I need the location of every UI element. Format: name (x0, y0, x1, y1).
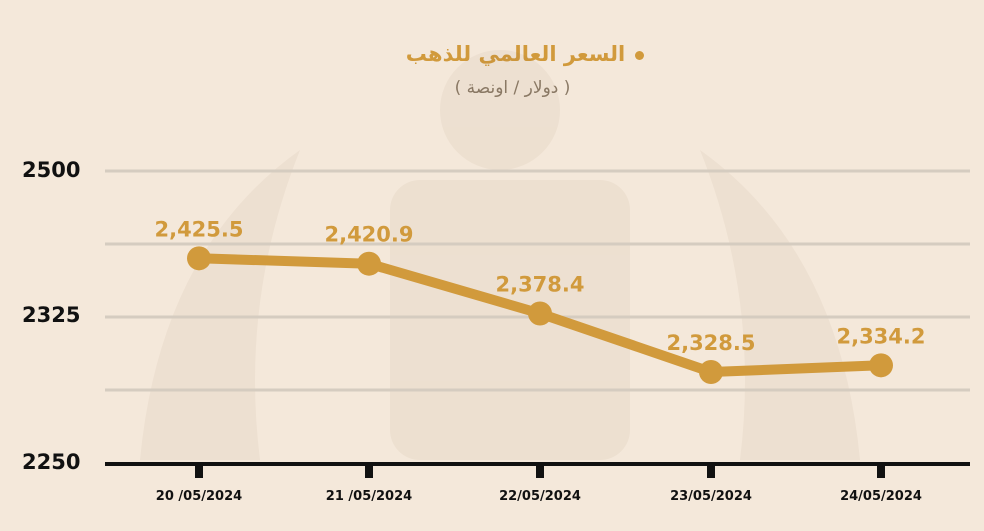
data-point (869, 353, 893, 378)
x-tick-label: 22/05/2024 (499, 489, 581, 504)
data-label: 2,334.2 (836, 324, 925, 348)
data-point (699, 359, 723, 384)
x-tick-label: 23/05/2024 (670, 489, 752, 504)
unit-label: ( دولار / اونصة ) (455, 78, 571, 98)
y-tick-label: 2325 (22, 303, 81, 327)
x-tick-label: 20 /05/2024 (156, 489, 242, 504)
data-label: 2,328.5 (666, 331, 755, 355)
legend: السعر العالمي للذهب (0, 42, 984, 66)
data-point (187, 246, 211, 271)
x-tick-mark (536, 464, 544, 478)
data-label: 2,425.5 (154, 217, 243, 241)
x-tick-label: 21 /05/2024 (326, 489, 412, 504)
data-point (357, 251, 381, 276)
x-tick-mark (707, 464, 715, 478)
y-tick-label: 2500 (22, 158, 81, 182)
x-tick-mark (877, 464, 885, 478)
legend-marker (635, 50, 645, 60)
y-tick-label: 2250 (22, 450, 81, 474)
x-tick-mark (195, 464, 203, 478)
data-label: 2,378.4 (495, 273, 584, 297)
data-label: 2,420.9 (324, 223, 413, 247)
data-point (528, 301, 552, 326)
legend-label: السعر العالمي للذهب (405, 42, 626, 66)
x-tick-label: 24/05/2024 (840, 489, 922, 504)
x-tick-mark (365, 464, 373, 478)
